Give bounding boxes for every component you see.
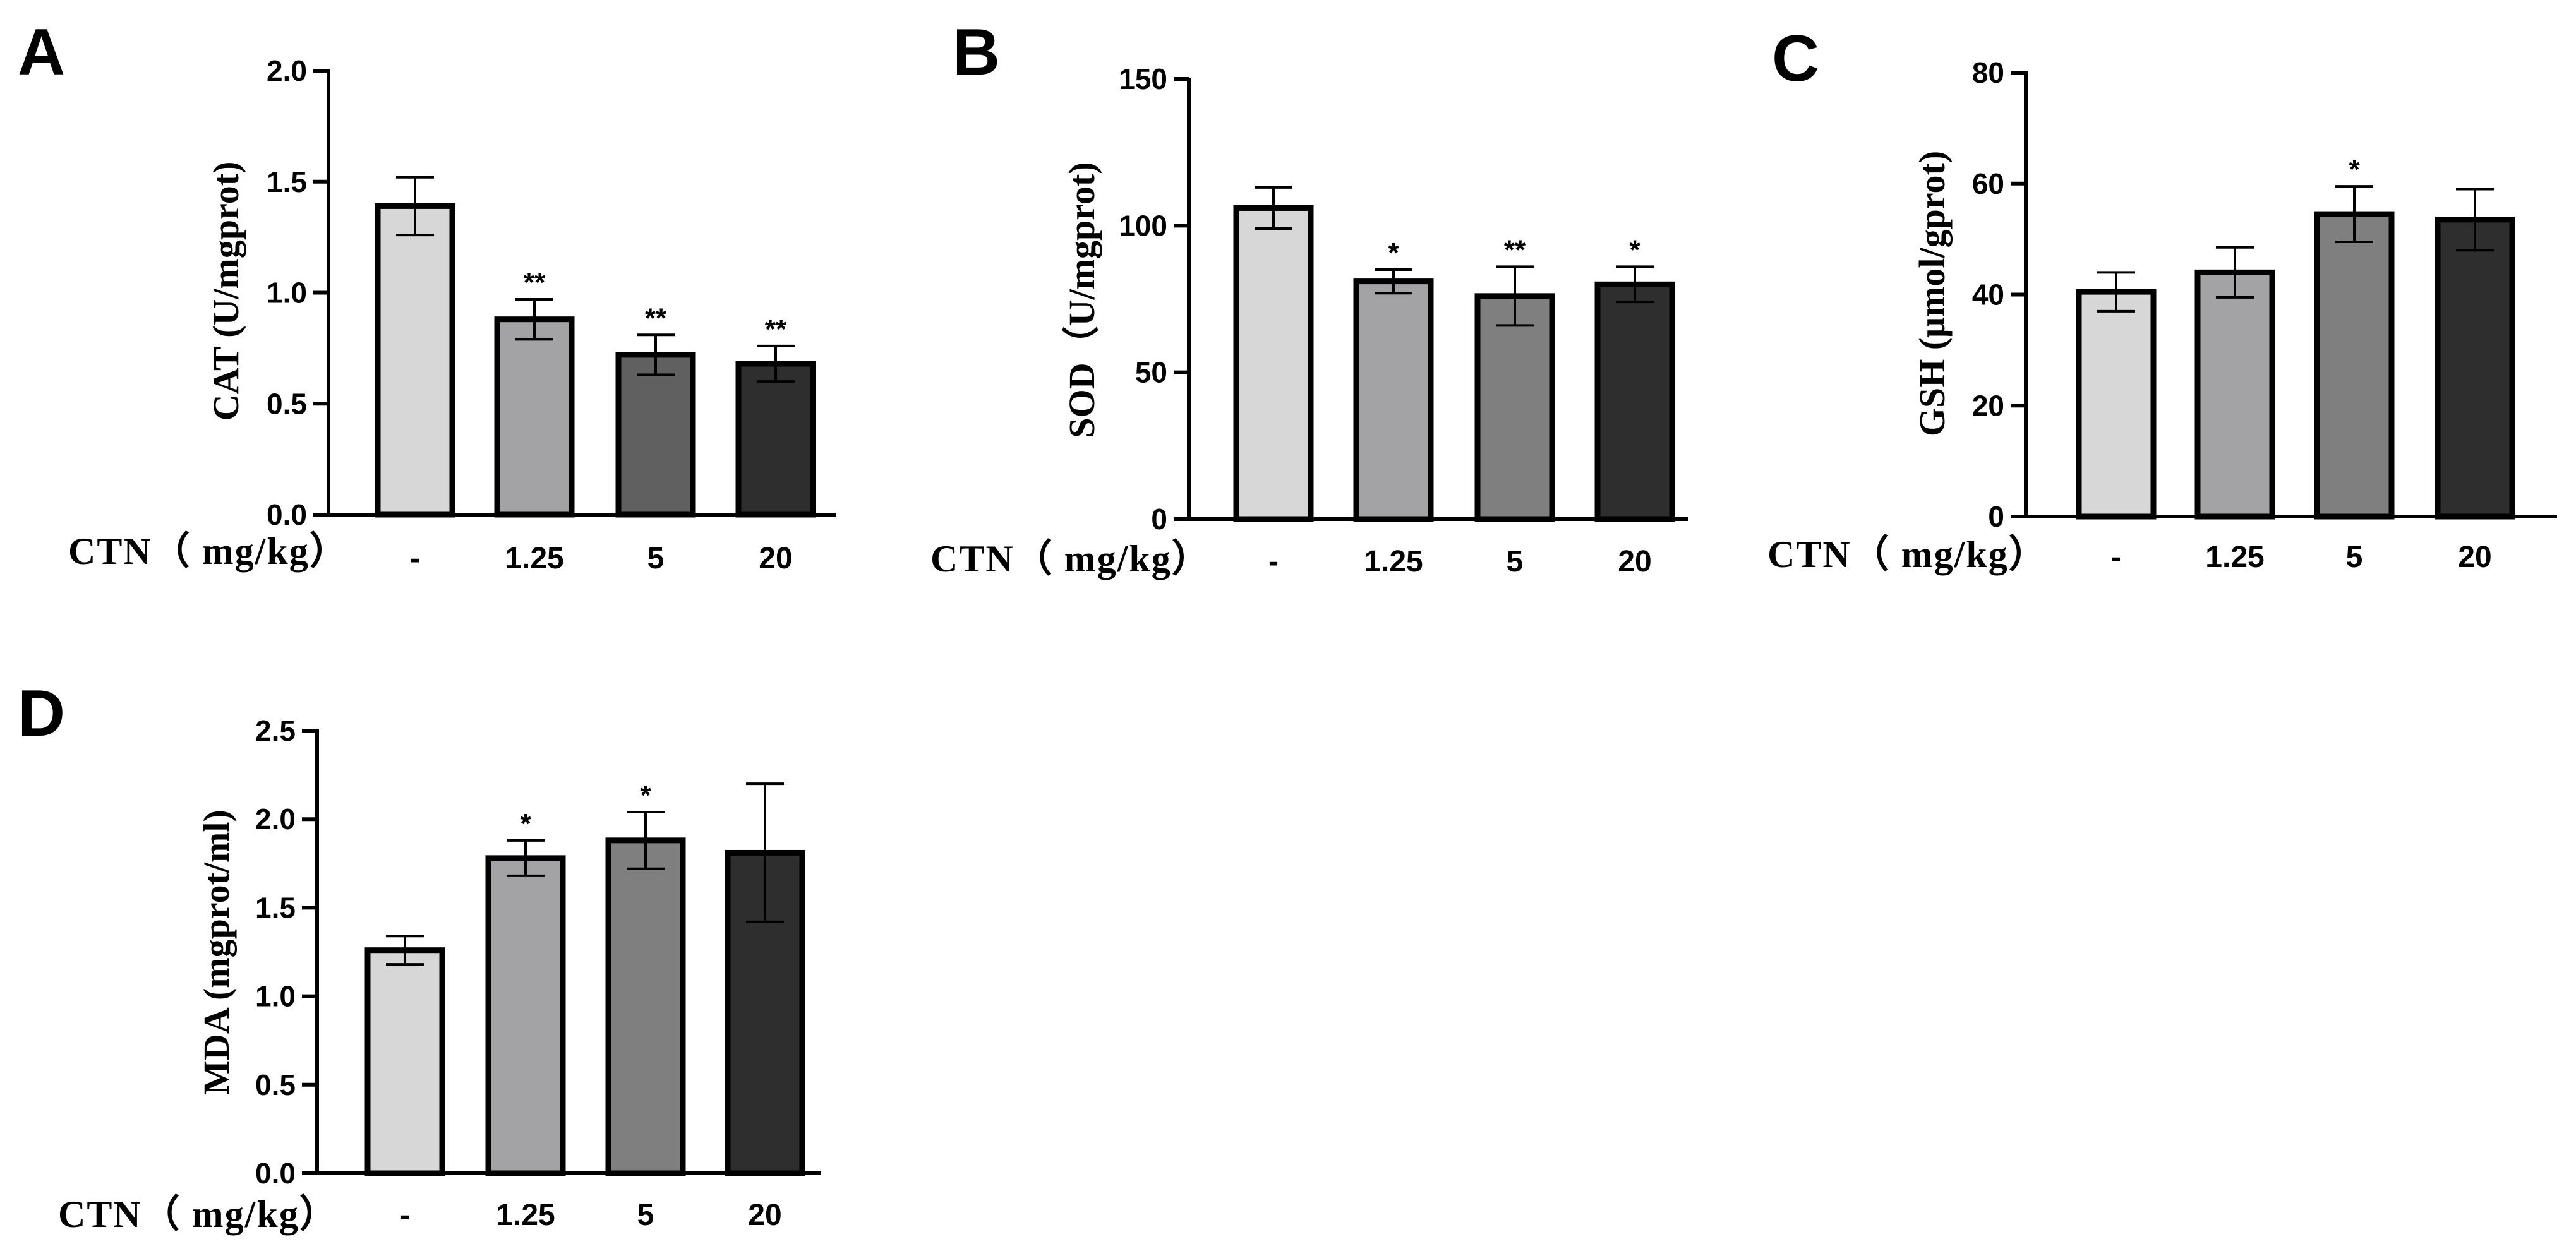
y-tick-label: 0 (1151, 503, 1167, 535)
bar (2314, 211, 2395, 520)
bar (2194, 269, 2275, 520)
significance-marker: ** (524, 267, 546, 298)
y-tick-label: 1.0 (255, 980, 296, 1013)
y-axis-title: CAT (U/mgprot) (205, 162, 246, 421)
bar (2076, 289, 2157, 520)
y-tick-label: 0.5 (255, 1068, 296, 1101)
panel-d: D MDA (mgprot/ml) CTN（ mg/kg） 0.0 0.5 1.0 1… (18, 677, 821, 1235)
bar (615, 352, 696, 518)
bar (1233, 205, 1314, 522)
y-tick-label: 1.0 (267, 277, 307, 309)
y-tick-label: 2.5 (255, 714, 296, 747)
panel-b: B SOD（U/mgprot) CTN（ mg/kg） 0 50 100 150 - * 1… (930, 16, 1688, 580)
significance-marker: * (1388, 237, 1399, 268)
y-tick-label: 100 (1119, 209, 1167, 242)
panel-letter: B (953, 16, 1000, 89)
x-tick-label: 1.25 (496, 1199, 555, 1232)
y-tick-label: 80 (1972, 56, 2004, 89)
significance-marker: ** (1504, 234, 1526, 265)
y-tick-label: 150 (1119, 63, 1167, 95)
y-tick-label: 0.0 (255, 1157, 296, 1190)
panel-a: A CAT (U/mgprot) CTN（ mg/kg） 0.0 0.5 1.0 1.… (18, 16, 836, 575)
x-tick-label: - (410, 542, 420, 575)
y-axis-title: SOD（U/mgprot) (1061, 162, 1102, 438)
x-axis-title: CTN（ mg/kg） (68, 530, 349, 572)
y-tick-label: 0.0 (267, 498, 307, 531)
x-tick-label: 5 (647, 542, 665, 575)
plot-area: 0 20 40 60 80 - 1.25 * 5 20 (1972, 56, 2557, 574)
y-tick-label: 1.5 (255, 891, 296, 924)
y-tick-label: 20 (1972, 389, 2004, 422)
x-tick-label: 1.25 (505, 542, 563, 575)
bar (375, 203, 455, 518)
x-tick-label: 1.25 (2205, 541, 2264, 574)
x-axis-title: CTN（ mg/kg） (1767, 533, 2048, 575)
significance-marker: * (1629, 234, 1640, 265)
x-tick-label: 20 (1618, 545, 1651, 578)
y-tick-label: 1.5 (267, 165, 307, 198)
y-tick-label: 60 (1972, 167, 2004, 200)
bar (485, 855, 566, 1176)
y-tick-label: 2.0 (255, 803, 296, 835)
significance-marker: * (640, 780, 651, 811)
plot-area: 0.0 0.5 1.0 1.5 2.0 - ** 1.25 ** 5 ** 20 (267, 54, 836, 575)
x-tick-label: - (1268, 545, 1279, 578)
y-axis-title: MDA (mgprot/ml) (196, 810, 237, 1095)
y-tick-label: 0.5 (267, 387, 307, 420)
significance-marker: * (520, 808, 531, 839)
bar (605, 837, 686, 1176)
y-tick-label: 50 (1135, 356, 1167, 389)
panel-letter: C (1772, 22, 1819, 95)
bar (1353, 278, 1434, 522)
x-tick-label: 20 (748, 1199, 781, 1232)
x-axis-title: CTN（ mg/kg） (58, 1193, 339, 1235)
x-tick-label: 5 (2346, 541, 2363, 574)
panel-letter: D (18, 677, 65, 750)
y-axis-title: GSH (μmol/gprot) (1911, 151, 1953, 436)
y-tick-label: 0 (1988, 500, 2004, 533)
bar (1474, 293, 1555, 522)
x-tick-label: 20 (2458, 541, 2491, 574)
panel-letter: A (18, 16, 65, 89)
x-tick-label: 20 (759, 542, 792, 575)
x-axis-title: CTN（ mg/kg） (930, 537, 1211, 580)
x-tick-label: - (400, 1199, 410, 1232)
bar (494, 316, 575, 518)
plot-area: 0.0 0.5 1.0 1.5 2.0 2.5 - * 1.25 * 5 20 (255, 714, 821, 1232)
significance-marker: * (2349, 154, 2360, 185)
bar (2435, 217, 2515, 520)
x-tick-label: 5 (1507, 545, 1524, 578)
bar (1594, 281, 1675, 522)
y-tick-label: 2.0 (267, 54, 307, 87)
bar (364, 947, 445, 1176)
significance-marker: ** (645, 302, 667, 333)
panel-c: C GSH (μmol/gprot) CTN（ mg/kg） 0 20 40 60 80… (1767, 22, 2557, 575)
x-tick-label: 5 (637, 1199, 654, 1232)
x-tick-label: - (2111, 541, 2121, 574)
y-tick-label: 40 (1972, 278, 2004, 311)
x-tick-label: 1.25 (1364, 545, 1423, 578)
bar (735, 361, 816, 518)
plot-area: 0 50 100 150 - * 1.25 ** 5 * 20 (1119, 63, 1688, 578)
significance-marker: ** (765, 314, 787, 345)
